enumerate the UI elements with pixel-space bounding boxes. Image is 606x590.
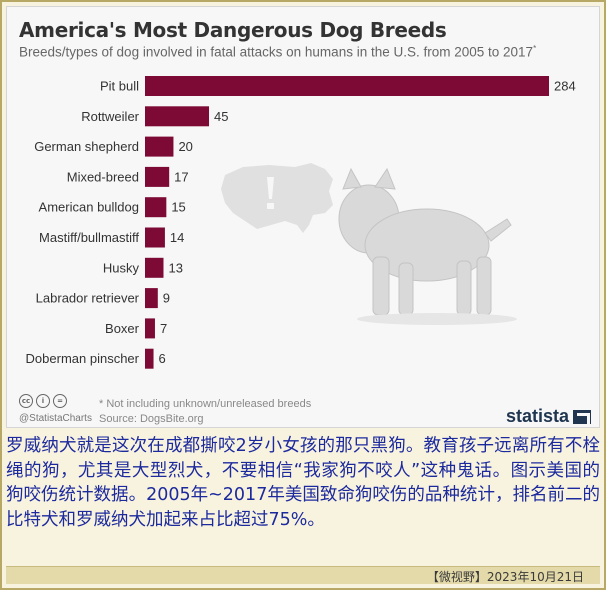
value-label: 9 xyxy=(163,291,170,306)
category-label: Mixed-breed xyxy=(67,169,139,184)
bar xyxy=(145,348,154,369)
category-label: Husky xyxy=(103,260,140,275)
statista-logo: statista xyxy=(506,406,592,427)
statista-handle: @StatistaCharts xyxy=(19,413,92,424)
bar xyxy=(145,76,549,96)
bar xyxy=(145,106,210,127)
us-map-silhouette xyxy=(221,163,333,233)
category-label: Boxer xyxy=(105,321,140,336)
cc-license-icon: cc xyxy=(19,394,33,408)
publish-date: 【微视野】2023年10月21日 xyxy=(426,570,584,584)
dog-illustration xyxy=(338,167,517,325)
bar-chart: Pit bull 284 Rottweiler 45 German shepherd 20… xyxy=(26,76,576,369)
brand-name: statista xyxy=(506,406,570,426)
bar xyxy=(145,288,158,309)
source-note: Source: DogsBite.org xyxy=(99,413,204,425)
bar xyxy=(145,318,155,339)
value-label: 14 xyxy=(170,230,184,245)
bar xyxy=(145,197,167,218)
chart-subtitle-text: Breeds/types of dog involved in fatal at… xyxy=(19,44,534,60)
category-label: Labrador retriever xyxy=(36,291,140,306)
caption-text: 罗威纳犬就是这次在成都撕咬2岁小女孩的那只黑狗。教育孩子远离所有不栓绳的狗，尤其… xyxy=(6,436,600,530)
value-label: 284 xyxy=(554,79,576,94)
category-label: Doberman pinscher xyxy=(26,351,140,366)
bars-layer: Pit bull 284 Rottweiler 45 German shepherd 20… xyxy=(26,76,576,369)
category-label: Mastiff/bullmastiff xyxy=(39,230,139,245)
value-label: 20 xyxy=(178,139,192,154)
value-label: 15 xyxy=(171,200,185,215)
no-derivatives-icon: = xyxy=(53,394,67,408)
subtitle-footnote-mark: * xyxy=(533,44,537,53)
value-label: 17 xyxy=(174,169,188,184)
bar xyxy=(145,257,164,278)
attribution-icon: i xyxy=(36,394,50,408)
chart-card: America's Most Dangerous Dog Breeds Bree… xyxy=(6,6,600,428)
value-label: 6 xyxy=(159,351,166,366)
category-label: Pit bull xyxy=(100,79,139,94)
bar xyxy=(145,136,174,157)
footnote: * Not including unknown/unreleased breed… xyxy=(99,398,312,410)
bar xyxy=(145,227,165,248)
category-label: Rottweiler xyxy=(81,109,139,124)
chart-title: America's Most Dangerous Dog Breeds xyxy=(19,18,447,42)
date-bar: 【微视野】2023年10月21日 xyxy=(6,566,600,584)
value-label: 13 xyxy=(168,260,182,275)
exclamation-mark-icon xyxy=(267,177,274,209)
category-label: American bulldog xyxy=(39,200,139,215)
bar xyxy=(145,166,170,187)
value-label: 7 xyxy=(160,321,167,336)
value-label: 45 xyxy=(214,109,228,124)
creative-commons-icons: cc i = xyxy=(19,394,67,408)
chart-subtitle: Breeds/types of dog involved in fatal at… xyxy=(19,44,536,60)
category-label: German shepherd xyxy=(34,139,139,154)
statista-arrow-icon xyxy=(573,409,592,424)
